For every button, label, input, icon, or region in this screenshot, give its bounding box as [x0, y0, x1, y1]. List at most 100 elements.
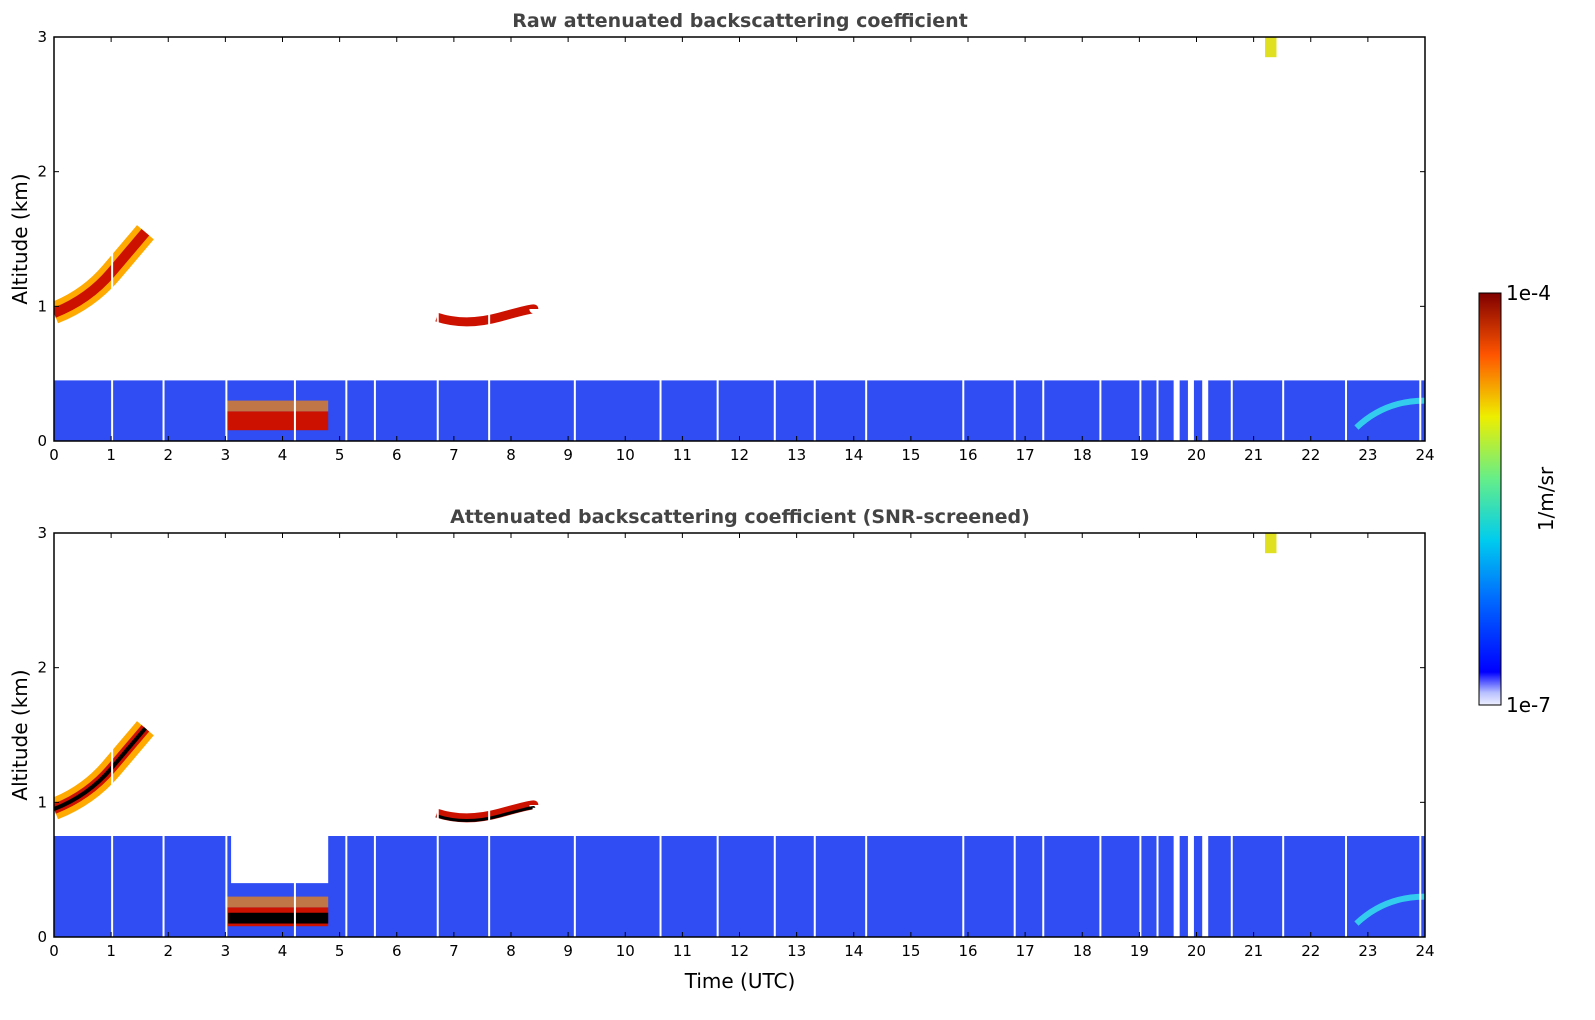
upper-air-band — [162, 533, 232, 722]
x-tick-label: 1 — [106, 942, 116, 960]
missing-profile-gap — [962, 37, 965, 441]
missing-profile-gap — [813, 533, 816, 937]
x-tick-label: 13 — [787, 446, 806, 464]
y-tick-label: 2 — [37, 163, 47, 181]
x-tick-label: 24 — [1415, 446, 1434, 464]
panel-0-title: Raw attenuated backscattering coefficien… — [512, 10, 968, 32]
missing-profile-gap — [1187, 37, 1194, 441]
missing-profile-gap — [716, 533, 719, 937]
missing-profile-gap — [436, 37, 439, 441]
missing-profile-gap — [225, 37, 228, 441]
x-tick-label: 18 — [1073, 446, 1092, 464]
x-tick-label: 17 — [1016, 446, 1035, 464]
missing-profile-gap — [1099, 533, 1102, 937]
missing-profile-gap — [1202, 37, 1209, 441]
late-boundary-feature — [1354, 893, 1425, 926]
colorbar-min-label: 1e-7 — [1506, 693, 1551, 717]
x-tick-label: 24 — [1415, 942, 1434, 960]
x-tick-label: 15 — [901, 446, 920, 464]
missing-profile-gap — [111, 533, 114, 937]
low-cloud-halo — [225, 400, 329, 412]
missing-profile-gap — [1282, 37, 1285, 441]
x-tick-label: 14 — [844, 446, 863, 464]
x-tick-label: 8 — [506, 942, 516, 960]
x-tick-label: 10 — [616, 446, 635, 464]
y-tick-label: 3 — [37, 524, 47, 542]
low-cloud-layer — [225, 411, 329, 431]
missing-profile-gap — [345, 533, 348, 937]
missing-profile-gap — [1419, 533, 1422, 937]
missing-profile-gap — [111, 37, 114, 441]
x-tick-label: 4 — [278, 942, 288, 960]
x-tick-label: 21 — [1244, 446, 1263, 464]
upper-air-band — [865, 37, 934, 226]
missing-profile-gap — [573, 533, 576, 937]
missing-profile-gap — [659, 533, 662, 937]
cloud-mask — [436, 806, 536, 822]
screened-gap — [231, 815, 329, 884]
x-tick-label: 19 — [1130, 446, 1149, 464]
missing-profile-gap — [865, 37, 868, 441]
panel-1-title: Attenuated backscattering coefficient (S… — [450, 506, 1030, 528]
x-tick-label: 19 — [1130, 942, 1149, 960]
x-tick-label: 11 — [673, 942, 692, 960]
x-tick-label: 3 — [221, 942, 231, 960]
missing-profile-gap — [293, 37, 296, 441]
missing-profile-gap — [1345, 533, 1348, 937]
x-tick-label: 20 — [1187, 446, 1206, 464]
panel-1-xlabel: Time (UTC) — [684, 969, 796, 993]
x-tick-label: 6 — [392, 942, 402, 960]
x-tick-label: 11 — [673, 446, 692, 464]
x-tick-label: 15 — [901, 942, 920, 960]
x-tick-label: 21 — [1244, 942, 1263, 960]
missing-profile-gap — [1013, 533, 1016, 937]
missing-profile-gap — [1139, 533, 1142, 937]
x-tick-label: 7 — [449, 942, 459, 960]
cloud-mask — [228, 912, 329, 924]
missing-profile-gap — [1156, 533, 1159, 937]
y-tick-label: 3 — [37, 28, 47, 46]
x-tick-label: 13 — [787, 942, 806, 960]
x-tick-label: 8 — [506, 446, 516, 464]
x-tick-label: 12 — [730, 942, 749, 960]
y-tick-label: 0 — [37, 432, 47, 450]
missing-profile-gap — [1419, 37, 1422, 441]
missing-profile-gap — [1230, 533, 1233, 937]
upper-air-band — [448, 37, 517, 226]
missing-profile-gap — [962, 533, 965, 937]
late-boundary-feature — [1354, 397, 1425, 430]
screened-gap — [568, 775, 1425, 836]
upper-air-band — [865, 533, 934, 722]
x-tick-label: 6 — [392, 446, 402, 464]
x-tick-label: 5 — [335, 942, 345, 960]
y-tick-label: 1 — [37, 793, 47, 811]
missing-profile-gap — [293, 533, 296, 937]
x-tick-label: 18 — [1073, 942, 1092, 960]
x-tick-label: 9 — [563, 942, 573, 960]
missing-profile-gap — [659, 37, 662, 441]
missing-profile-gap — [1156, 37, 1159, 441]
missing-profile-gap — [162, 37, 165, 441]
x-tick-label: 23 — [1358, 942, 1377, 960]
x-tick-label: 10 — [616, 942, 635, 960]
x-tick-label: 12 — [730, 446, 749, 464]
x-tick-label: 20 — [1187, 942, 1206, 960]
missing-profile-gap — [436, 533, 439, 937]
x-tick-label: 7 — [449, 446, 459, 464]
missing-profile-gap — [813, 37, 816, 441]
x-tick-label: 16 — [958, 942, 977, 960]
heatmap-noise — [54, 37, 1425, 441]
missing-profile-gap — [716, 37, 719, 441]
missing-profile-gap — [373, 37, 376, 441]
missing-profile-gap — [488, 533, 491, 937]
missing-profile-gap — [225, 533, 228, 937]
panel-1-ylabel: Altitude (km) — [8, 669, 32, 800]
missing-profile-gap — [373, 533, 376, 937]
x-tick-label: 14 — [844, 942, 863, 960]
missing-profile-gap — [1345, 37, 1348, 441]
x-tick-label: 0 — [49, 446, 59, 464]
x-tick-label: 23 — [1358, 446, 1377, 464]
cloud-layer-core — [54, 229, 150, 318]
missing-profile-gap — [865, 533, 868, 937]
